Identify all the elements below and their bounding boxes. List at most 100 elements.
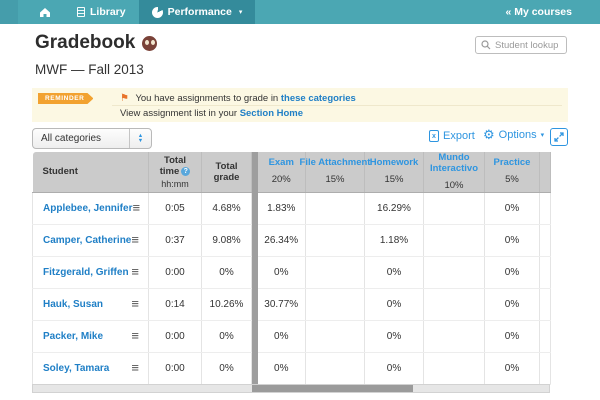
- table-row: Applebee, Jennifer ≡ 0:05 4.68% 1.83% 16.…: [32, 192, 551, 225]
- table-row: Camper, Catherine ≡ 0:37 9.08% 26.34% 1.1…: [32, 224, 551, 257]
- total-time-cell: 0:00: [148, 320, 202, 353]
- frozen-column-divider: [251, 224, 258, 256]
- category-link-exam[interactable]: Exam: [268, 157, 294, 169]
- practice-cell: 0%: [484, 288, 540, 321]
- owl-mascot-icon: [142, 35, 158, 51]
- file-attachment-cell: [305, 320, 365, 353]
- top-navbar: Library Performance ▾ « My courses: [0, 0, 600, 24]
- exam-cell: 1.83%: [257, 192, 306, 225]
- category-weight: 20%: [271, 174, 291, 186]
- practice-cell: 0%: [484, 352, 540, 385]
- home-icon: [40, 7, 50, 17]
- category-link-homework[interactable]: Homework: [369, 157, 419, 169]
- student-name-link[interactable]: Soley, Tamara: [43, 362, 110, 374]
- practice-cell: 0%: [484, 256, 540, 289]
- table-row: Hauk, Susan ≡ 0:14 10.26% 30.77% 0% 0%: [32, 288, 551, 321]
- chevron-down-icon: ▾: [238, 9, 243, 16]
- horizontal-scrollbar[interactable]: [32, 384, 550, 393]
- frozen-column-divider: [251, 256, 258, 288]
- col-header-exam: Exam 20%: [257, 152, 306, 193]
- nav-item-label: Performance: [167, 6, 232, 18]
- homework-cell: 0%: [364, 352, 424, 385]
- select-spinner-icon: ▲ ▼: [129, 129, 151, 148]
- nav-item-library[interactable]: Library: [64, 0, 139, 24]
- total-time-cell: 0:00: [148, 352, 202, 385]
- nav-edge: [0, 0, 18, 24]
- student-name-link[interactable]: Packer, Mike: [43, 330, 104, 342]
- chevron-down-icon: ▾: [540, 132, 545, 139]
- student-lookup-input[interactable]: [495, 39, 559, 51]
- student-name-link[interactable]: Camper, Catherine: [43, 234, 132, 246]
- student-name-link[interactable]: Applebee, Jennifer: [43, 202, 133, 214]
- fullscreen-button[interactable]: [550, 128, 568, 146]
- export-file-icon: x: [429, 130, 439, 142]
- frozen-column-divider: [251, 288, 258, 320]
- nav-item-label: Library: [90, 6, 126, 18]
- total-grade-cell: 0%: [201, 256, 252, 289]
- gradebook-table: Student Total time? hh:mm Total grade Ex…: [32, 152, 551, 385]
- expand-icon: [554, 132, 564, 142]
- cutoff-cell: [539, 256, 551, 289]
- col-header-total-grade: Total grade: [201, 152, 252, 193]
- total-time-cell: 0:37: [148, 224, 202, 257]
- options-button[interactable]: ⚙ Options ▾: [483, 127, 545, 142]
- export-button[interactable]: x Export: [429, 130, 475, 142]
- frozen-column-divider: [251, 152, 258, 192]
- file-attachment-cell: [305, 352, 365, 385]
- table-row: Packer, Mike ≡ 0:00 0% 0% 0% 0%: [32, 320, 551, 353]
- file-attachment-cell: [305, 256, 365, 289]
- student-name-link[interactable]: Hauk, Susan: [43, 298, 104, 310]
- mundo-interactivo-cell: [423, 352, 485, 385]
- row-menu-icon[interactable]: ≡: [131, 264, 139, 279]
- category-weight: 15%: [384, 174, 404, 186]
- row-menu-icon[interactable]: ≡: [131, 296, 139, 311]
- practice-cell: 0%: [484, 320, 540, 353]
- category-filter-select[interactable]: All categories ▲ ▼: [32, 128, 152, 149]
- mundo-interactivo-cell: [423, 224, 485, 257]
- exam-cell: 30.77%: [257, 288, 306, 321]
- category-link-file-attachment[interactable]: File Attachment: [299, 157, 371, 169]
- scrollbar-thumb[interactable]: [252, 385, 413, 392]
- exam-cell: 0%: [257, 256, 306, 289]
- cutoff-cell: [539, 288, 551, 321]
- practice-cell: 0%: [484, 192, 540, 225]
- cutoff-cell: [539, 320, 551, 353]
- row-menu-icon[interactable]: ≡: [131, 360, 139, 375]
- total-time-cell: 0:05: [148, 192, 202, 225]
- document-icon: [77, 7, 85, 17]
- category-weight: 5%: [505, 174, 519, 186]
- col-header-student: Student: [32, 152, 149, 193]
- category-link-mundo-interactivo[interactable]: Mundo Interactivo: [429, 151, 479, 174]
- reminder-line-1: ⚑ You have assignments to grade in these…: [120, 93, 356, 104]
- student-name-link[interactable]: Fitzgerald, Griffen: [43, 266, 129, 278]
- cutoff-cell: [539, 352, 551, 385]
- reminder-line-2: View assignment list in your Section Hom…: [120, 108, 304, 119]
- row-menu-icon[interactable]: ≡: [131, 232, 139, 247]
- file-attachment-cell: [305, 288, 365, 321]
- homework-cell: 0%: [364, 320, 424, 353]
- frozen-column-divider: [251, 352, 258, 384]
- these-categories-link[interactable]: these categories: [280, 93, 356, 104]
- reminder-banner: REMINDER ⚑ You have assignments to grade…: [32, 88, 568, 122]
- exam-cell: 0%: [257, 320, 306, 353]
- help-icon[interactable]: ?: [181, 166, 191, 176]
- col-header-practice: Practice 5%: [484, 152, 540, 193]
- total-time-cell: 0:14: [148, 288, 202, 321]
- flag-icon: ⚑: [120, 93, 129, 104]
- col-header-total-time: Total time? hh:mm: [148, 152, 202, 193]
- reminder-badge: REMINDER: [38, 93, 93, 104]
- total-grade-cell: 9.08%: [201, 224, 252, 257]
- mundo-interactivo-cell: [423, 256, 485, 289]
- homework-cell: 16.29%: [364, 192, 424, 225]
- row-menu-icon[interactable]: ≡: [132, 200, 141, 215]
- my-courses-link[interactable]: « My courses: [505, 6, 572, 18]
- category-weight: 10%: [444, 179, 464, 191]
- exam-cell: 0%: [257, 352, 306, 385]
- section-home-link[interactable]: Section Home: [239, 108, 304, 119]
- row-menu-icon[interactable]: ≡: [131, 328, 139, 343]
- nav-home-button[interactable]: [26, 0, 64, 24]
- table-row: Soley, Tamara ≡ 0:00 0% 0% 0% 0%: [32, 352, 551, 385]
- nav-item-performance[interactable]: Performance ▾: [138, 0, 256, 24]
- mundo-interactivo-cell: [423, 192, 485, 225]
- category-link-practice[interactable]: Practice: [493, 157, 531, 169]
